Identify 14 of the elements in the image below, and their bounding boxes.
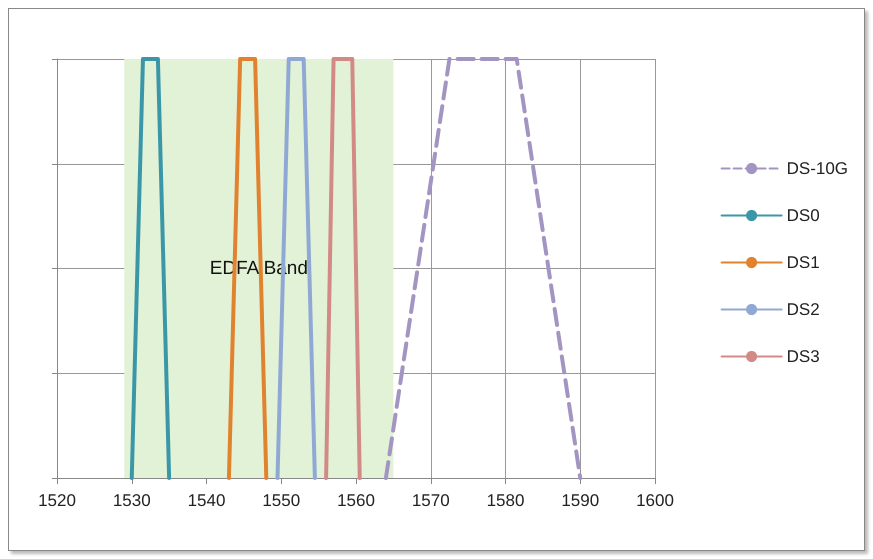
x-tick-label: 1530	[112, 491, 151, 510]
legend-label: DS2	[786, 300, 820, 319]
x-tick-label: 1560	[337, 491, 375, 510]
x-tick-label: 1550	[262, 491, 300, 510]
x-tick-label: 1540	[188, 491, 226, 510]
legend-label: DS3	[786, 347, 820, 366]
legend-label: DS-10G	[786, 159, 848, 178]
x-tick-label: 1590	[561, 491, 600, 510]
x-tick-label: 1570	[412, 491, 450, 510]
x-tick-label: 1600	[636, 491, 674, 510]
x-tick-label: 1580	[486, 491, 524, 510]
legend-label: DS1	[786, 253, 820, 272]
legend-label: DS0	[786, 206, 820, 225]
x-tick-label: 1520	[38, 491, 76, 510]
